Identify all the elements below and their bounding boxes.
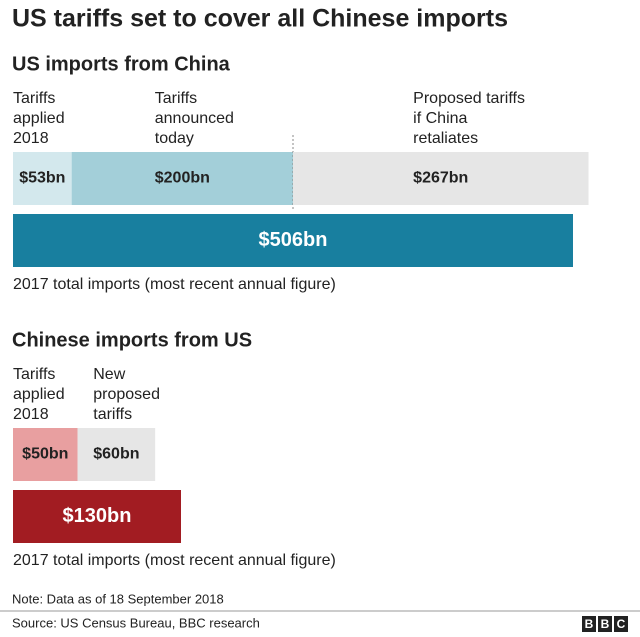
value-label: $60bn [93,446,139,463]
name-line: Proposed tariffs [413,90,525,107]
chart-title: Chinese imports from US [12,329,252,351]
name-line: applied [13,386,65,403]
name-line: New [93,366,125,383]
name-line: retaliates [413,130,478,147]
value-label: $267bn [413,170,468,187]
logo-letter: B [601,617,610,631]
name-line: 2018 [13,130,49,147]
value-label: $200bn [155,170,210,187]
logo-block [614,616,628,632]
source: Source: US Census Bureau, BBC research [12,615,260,630]
caption: 2017 total imports (most recent annual f… [13,552,336,569]
segment-name: Proposed tariffs if China retaliates [413,90,525,147]
value-label: $53bn [19,170,65,187]
segment-name: Tariffs announced today [155,90,234,147]
total-bar [13,214,573,267]
name-line: 2018 [13,406,49,423]
segment [13,428,78,481]
segment [77,428,156,481]
logo-letter: C [617,617,626,631]
segment-name: Tariffs applied 2018 [13,90,65,147]
segment [71,152,293,205]
name-line: proposed [93,386,160,403]
segment [13,152,72,205]
name-line: applied [13,110,65,127]
segment [293,152,589,205]
segment-name: Tariffs applied 2018 [13,366,65,423]
total-label: $506bn [259,229,328,251]
name-line: if China [413,110,467,127]
name-line: today [155,130,194,147]
caption: 2017 total imports (most recent annual f… [13,276,336,293]
name-line: Tariffs [13,90,55,107]
segment-name: New proposed tariffs [93,366,160,423]
value-label: $50bn [22,446,68,463]
chart-title: US imports from China [12,53,231,75]
logo-block [598,616,612,632]
total-bar [13,490,181,543]
logo-letter: B [585,617,594,631]
name-line: Tariffs [13,366,55,383]
logo-block [582,616,596,632]
name-line: tariffs [93,406,132,423]
title: US tariffs set to cover all Chinese impo… [12,5,508,33]
name-line: announced [155,110,234,127]
total-label: $130bn [63,505,132,527]
name-line: Tariffs [155,90,197,107]
note: Note: Data as of 18 September 2018 [12,591,224,606]
